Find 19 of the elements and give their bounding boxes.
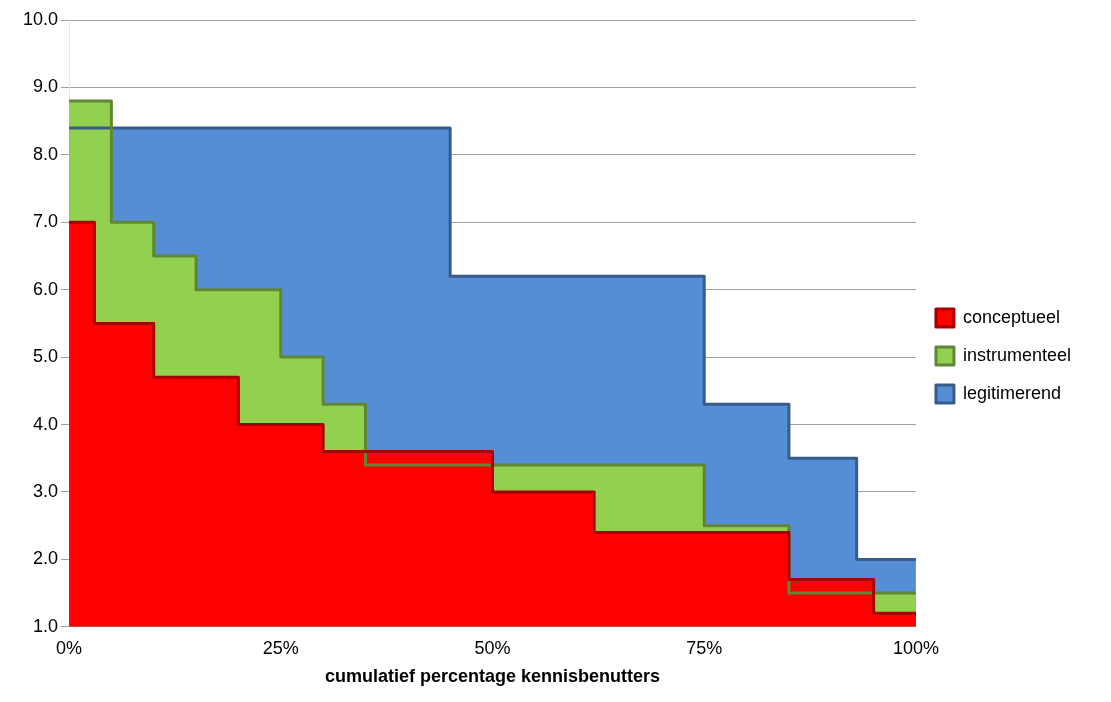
legend-label: conceptueel [962,306,1061,327]
y-tick-label: 5.0 [33,346,59,367]
y-tick-label: 8.0 [33,143,59,164]
x-tick-label: 100% [892,637,939,658]
x-tick-label: 75% [686,637,723,658]
x-tick-label: 0% [56,637,83,658]
x-tick-label: 50% [474,637,511,658]
y-tick-label: 9.0 [33,76,59,97]
y-tick-label: 4.0 [33,413,59,434]
y-tick-label: 6.0 [33,278,59,299]
x-tick-label: 25% [262,637,299,658]
y-tick-label: 7.0 [33,211,59,232]
legend-label: legitimerend [962,382,1062,403]
legend-label: instrumenteel [962,344,1072,365]
x-axis-title: cumulatief percentage kennisbenutters [324,666,661,687]
y-tick-label: 10.0 [22,8,59,29]
y-tick-label: 1.0 [33,615,59,636]
y-tick-label: 2.0 [33,548,59,569]
y-tick-label: 3.0 [33,480,59,501]
